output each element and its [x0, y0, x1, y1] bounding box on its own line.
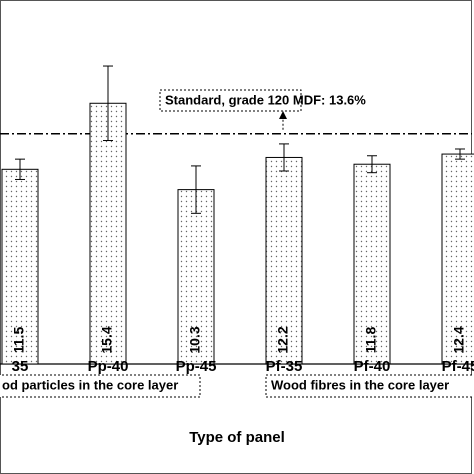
arrow-head	[279, 111, 287, 119]
value-label: 10.3	[187, 326, 203, 353]
group-box	[0, 374, 201, 398]
x-tick-label: Pp-45	[176, 358, 217, 375]
x-tick-label: Pf-35	[266, 358, 303, 375]
annotation: Standard, grade 120 MDF: 13.6%	[165, 92, 366, 107]
value-label: 12.2	[275, 326, 291, 353]
bar	[353, 163, 391, 365]
bar	[265, 156, 303, 365]
value-label: 11.5	[11, 327, 27, 354]
x-tick-label: 35	[12, 358, 29, 375]
value-label: 12.4	[451, 326, 467, 353]
value-label: 15.4	[99, 326, 115, 353]
x-tick-label: Pp-40	[88, 358, 129, 375]
x-tick-label: Pf-45	[442, 358, 474, 375]
value-label: 11.8	[363, 327, 379, 354]
group-box	[265, 374, 474, 398]
annotation-box	[159, 89, 302, 112]
group-label: od particles in the core layer	[2, 377, 178, 392]
bar	[89, 102, 127, 365]
group-label: Wood fibres in the core layer	[271, 377, 449, 392]
bar	[441, 153, 474, 365]
x-tick-label: Pf-40	[354, 358, 391, 375]
bar	[177, 189, 215, 365]
x-axis-title: Type of panel	[189, 429, 285, 446]
